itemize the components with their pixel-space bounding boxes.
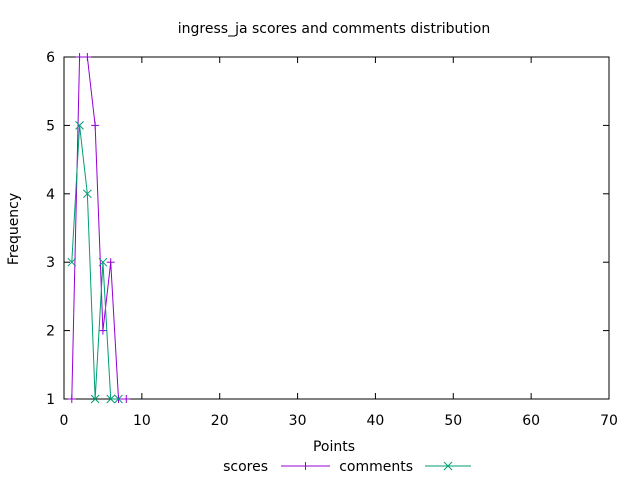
data-point-scores: [67, 395, 76, 403]
y-tick-label: 4: [46, 187, 55, 203]
x-tick-label: 60: [522, 413, 540, 429]
data-point-scores: [75, 53, 84, 61]
x-axis: 0 10 20 30 40 50 60 70: [60, 57, 618, 429]
legend-label: comments: [339, 459, 413, 475]
data-point-comments: [114, 394, 123, 404]
series-layer: [67, 53, 131, 404]
y-tick-label: 3: [46, 255, 55, 271]
x-tick-label: 70: [600, 413, 618, 429]
legend-label: scores: [223, 459, 268, 475]
data-point-comments: [90, 394, 100, 404]
data-point-comments: [67, 257, 77, 267]
legend: scores comments: [223, 459, 471, 475]
data-point-scores: [83, 53, 92, 61]
data-point-comments: [83, 189, 92, 199]
data-point-comments: [106, 394, 116, 404]
legend-entry-scores: scores: [223, 459, 330, 475]
series-comments: [67, 121, 123, 404]
y-axis-label: Frequency: [6, 193, 22, 265]
x-tick-label: 30: [289, 413, 307, 429]
legend-entry-comments: comments: [339, 459, 471, 475]
y-tick-label: 2: [46, 324, 55, 340]
legend-marker: [443, 461, 453, 471]
data-point-comments: [98, 257, 108, 267]
y-tick-label: 1: [46, 392, 55, 408]
data-point-comments: [75, 121, 84, 130]
plot-frame: [63, 56, 610, 400]
data-point-scores: [106, 258, 115, 267]
legend-marker: [301, 462, 310, 470]
series-line-scores: [71, 56, 127, 400]
x-tick-label: 20: [211, 413, 229, 429]
y-tick-label: 6: [46, 50, 55, 66]
y-tick-label: 5: [46, 118, 55, 134]
chart-title: ingress_ja scores and comments distribut…: [178, 21, 490, 37]
x-tick-label: 50: [444, 413, 462, 429]
series-scores: [67, 53, 131, 403]
data-point-scores: [98, 326, 107, 335]
data-point-scores: [122, 395, 131, 403]
y-axis: 1 2 3 4 5 6: [46, 50, 609, 408]
x-axis-label: Points: [313, 439, 355, 455]
data-point-scores: [91, 121, 100, 130]
x-tick-label: 10: [133, 413, 151, 429]
x-tick-label: 0: [60, 413, 69, 429]
x-tick-label: 40: [367, 413, 385, 429]
